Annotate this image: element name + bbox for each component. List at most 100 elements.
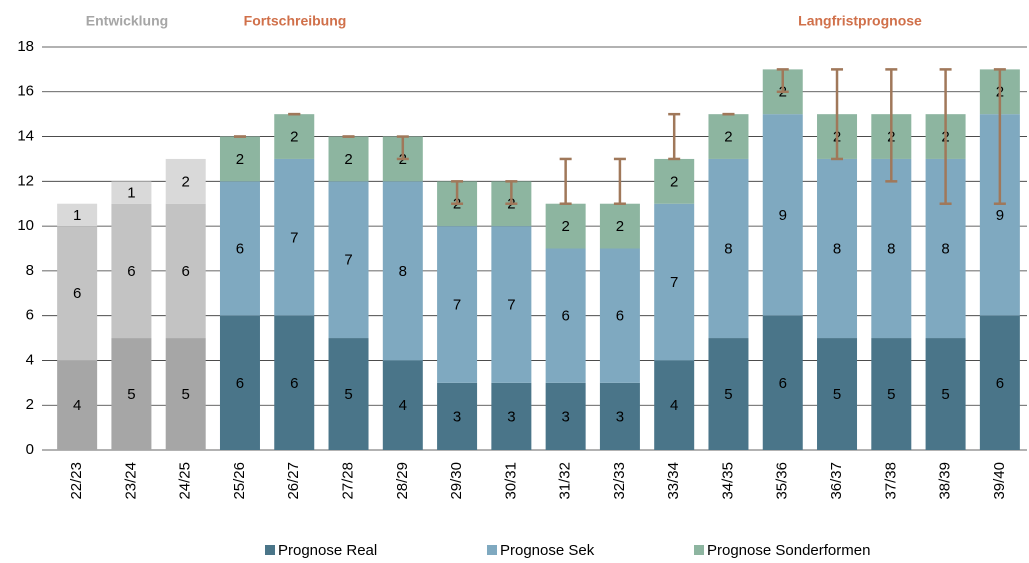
- y-tick-label: 6: [26, 307, 34, 324]
- x-tick-label: 33/34: [665, 462, 682, 500]
- bar-segment: [57, 360, 98, 450]
- data-label: 5: [833, 386, 841, 403]
- error-bar: [505, 180, 518, 205]
- data-label: 2: [344, 151, 352, 168]
- bar-segment: [491, 382, 532, 450]
- error-bar: [831, 68, 844, 161]
- bar-segment: [437, 226, 478, 383]
- data-label: 5: [127, 386, 135, 403]
- data-label: 5: [941, 386, 949, 403]
- section-label: Fortschreibung: [244, 13, 347, 29]
- bar-segment: [545, 248, 586, 383]
- data-label: 6: [127, 263, 135, 280]
- data-label: 8: [399, 263, 407, 280]
- bar-segment: [491, 226, 532, 383]
- x-tick-label: 27/28: [339, 462, 356, 500]
- data-label: 2: [670, 173, 678, 190]
- data-label: 5: [724, 386, 732, 403]
- x-tick-label: 28/29: [394, 462, 411, 500]
- x-tick-label: 38/39: [937, 462, 954, 500]
- bar-segment: [599, 382, 640, 450]
- y-tick-label: 16: [17, 83, 34, 100]
- x-tick-label: 39/40: [991, 462, 1008, 500]
- data-label: 6: [996, 375, 1004, 392]
- data-label: 2: [290, 129, 298, 146]
- bar-segment: [762, 315, 803, 450]
- legend-swatch: [265, 545, 275, 555]
- bar-segment: [817, 338, 858, 450]
- y-tick-label: 8: [26, 262, 34, 279]
- data-label: 1: [127, 184, 135, 201]
- data-label: 2: [616, 218, 624, 235]
- error-bar: [559, 157, 572, 205]
- x-tick-label: 24/25: [177, 462, 194, 500]
- bar-segment: [165, 158, 206, 204]
- error-bar: [993, 68, 1006, 205]
- bar-segment: [219, 315, 260, 450]
- error-bar: [396, 135, 409, 161]
- bar-segment: [165, 338, 206, 450]
- data-label: 6: [182, 263, 190, 280]
- data-label: 9: [996, 207, 1004, 224]
- x-tick-label: 31/32: [557, 462, 574, 500]
- y-tick-label: 10: [17, 217, 34, 234]
- bar-segment: [871, 338, 912, 450]
- data-label: 3: [616, 408, 624, 425]
- x-tick-label: 36/37: [828, 462, 845, 500]
- bar-segment: [111, 181, 152, 204]
- bar-segment: [925, 338, 966, 450]
- data-label: 6: [779, 375, 787, 392]
- bar-segment: [979, 315, 1020, 450]
- bar-segment: [57, 203, 98, 227]
- x-tick-label: 30/31: [502, 462, 519, 500]
- error-bar: [939, 68, 952, 205]
- data-label: 7: [290, 229, 298, 246]
- data-label: 6: [236, 240, 244, 257]
- y-tick-label: 18: [17, 38, 34, 55]
- data-label: 6: [73, 285, 81, 302]
- legend-swatch: [694, 545, 704, 555]
- legend-label: Prognose Sonderformen: [707, 542, 870, 559]
- data-label: 2: [561, 218, 569, 235]
- data-label: 3: [561, 408, 569, 425]
- bar-segment: [599, 248, 640, 383]
- bar-segment: [437, 382, 478, 450]
- data-label: 3: [453, 408, 461, 425]
- bar-segment: [57, 226, 98, 361]
- x-tick-label: 22/23: [68, 462, 85, 500]
- data-label: 8: [941, 240, 949, 257]
- data-label: 6: [561, 308, 569, 325]
- data-label: 7: [670, 274, 678, 291]
- error-bar: [613, 157, 626, 205]
- bar-segment: [328, 181, 369, 339]
- legend-label: Prognose Sek: [500, 542, 595, 559]
- x-tick-label: 29/30: [448, 462, 465, 500]
- error-bar: [776, 68, 789, 94]
- bar-segment: [817, 158, 858, 339]
- x-tick-label: 26/27: [285, 462, 302, 500]
- data-label: 7: [507, 296, 515, 313]
- legend-label: Prognose Real: [278, 542, 377, 559]
- data-label: 8: [833, 240, 841, 257]
- bar-segment: [111, 203, 152, 339]
- data-label: 4: [73, 397, 81, 414]
- bar-segment: [274, 114, 315, 159]
- bar-segment: [545, 382, 586, 450]
- bar-segment: [274, 315, 315, 450]
- bar-segment: [654, 203, 695, 361]
- x-tick-label: 35/36: [774, 462, 791, 500]
- bar-segment: [762, 114, 803, 316]
- bar-segment: [219, 136, 260, 182]
- x-tick-label: 23/24: [122, 462, 139, 500]
- data-label: 6: [236, 375, 244, 392]
- data-label: 2: [236, 151, 244, 168]
- y-tick-label: 0: [26, 441, 34, 458]
- bar-segment: [219, 181, 260, 316]
- data-label: 5: [887, 386, 895, 403]
- bar-segment: [708, 158, 749, 339]
- data-label: 7: [453, 296, 461, 313]
- bar-segment: [545, 203, 586, 249]
- bar-segment: [708, 338, 749, 450]
- bar-segment: [599, 203, 640, 249]
